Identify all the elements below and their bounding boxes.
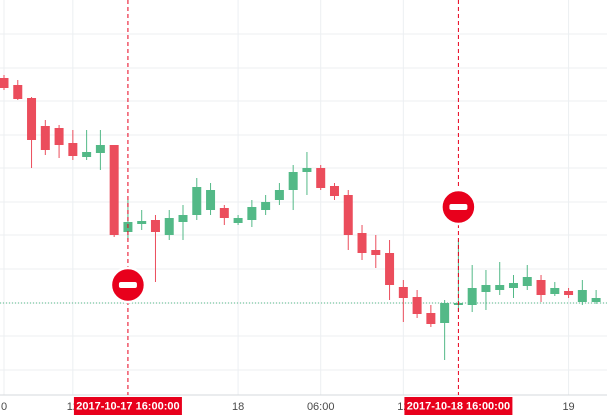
crosshair-label: 2017-10-17 16:00:00 bbox=[76, 400, 179, 412]
candle-body bbox=[0, 78, 9, 88]
crosshair-label: 2017-10-18 16:00:00 bbox=[407, 400, 510, 412]
crosshair-label-bg bbox=[404, 397, 513, 415]
candle-body bbox=[13, 85, 23, 99]
candle-body bbox=[357, 233, 367, 253]
candle-body bbox=[536, 280, 546, 295]
candle-body bbox=[495, 285, 505, 290]
trade-marker-icon bbox=[449, 204, 468, 210]
candle-body bbox=[288, 172, 298, 190]
candle-body bbox=[385, 253, 395, 285]
candle-body bbox=[54, 128, 64, 145]
x-tick-label: 0 bbox=[1, 401, 7, 413]
candle-body bbox=[164, 218, 174, 235]
candle-body bbox=[481, 285, 491, 292]
candle-body bbox=[137, 221, 147, 224]
trade-marker-icon bbox=[118, 282, 137, 288]
x-tick-label: 06:00 bbox=[307, 401, 335, 413]
candle-body bbox=[398, 287, 408, 298]
candle-body bbox=[247, 207, 257, 220]
candle-body bbox=[150, 220, 160, 232]
candle-body bbox=[40, 126, 50, 150]
x-tick-label: 18 bbox=[232, 401, 244, 413]
candle-body bbox=[206, 190, 216, 210]
candle-body bbox=[95, 145, 105, 153]
candle-body bbox=[192, 187, 202, 215]
candle-body bbox=[68, 143, 78, 156]
candle-body bbox=[274, 190, 284, 200]
candle-body bbox=[467, 288, 477, 305]
candle-body bbox=[219, 208, 229, 218]
candle-body bbox=[577, 290, 587, 302]
candle-body bbox=[343, 195, 353, 235]
candle-body bbox=[302, 168, 312, 172]
candle-body bbox=[522, 277, 532, 286]
candle-body bbox=[109, 145, 119, 235]
candle-body bbox=[233, 218, 243, 223]
candle-body bbox=[564, 291, 574, 295]
candle-body bbox=[426, 313, 436, 324]
candle-body bbox=[371, 250, 381, 255]
candle-body bbox=[550, 288, 560, 294]
crosshair-label-bg bbox=[73, 397, 182, 415]
candle-body bbox=[27, 98, 37, 140]
x-tick-label: 19 bbox=[562, 401, 574, 413]
candle-body bbox=[316, 168, 326, 188]
candle-body bbox=[82, 152, 92, 157]
candle-body bbox=[329, 186, 339, 196]
candle-body bbox=[591, 298, 601, 302]
candle-body bbox=[508, 283, 518, 288]
candle-body bbox=[440, 303, 450, 323]
candle-body bbox=[261, 202, 271, 210]
candle-body bbox=[412, 297, 422, 314]
candle-body bbox=[178, 215, 188, 222]
